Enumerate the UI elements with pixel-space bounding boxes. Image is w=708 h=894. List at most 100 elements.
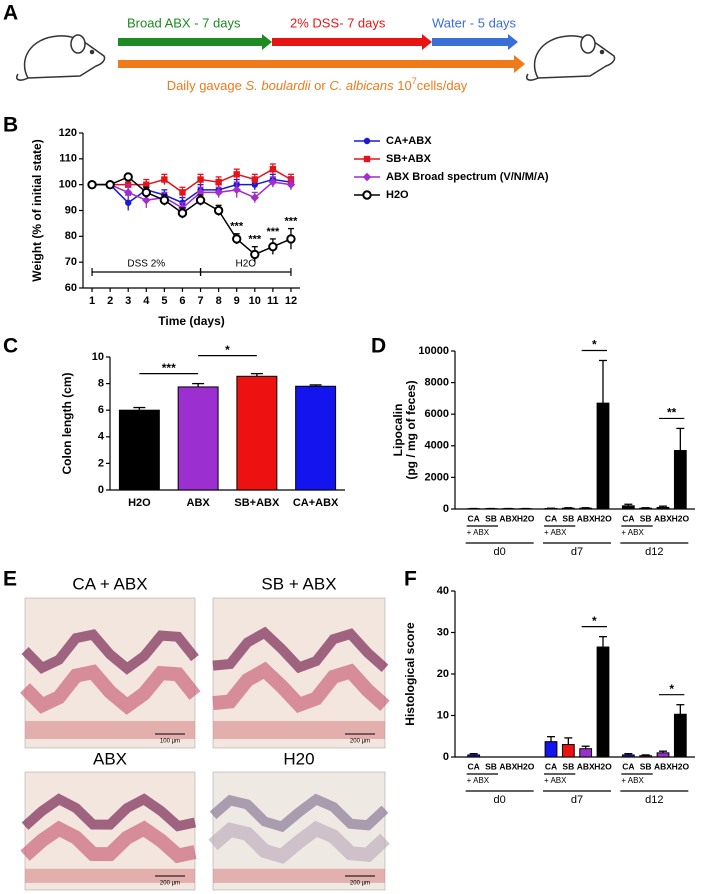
x-tick-label: SB	[485, 513, 497, 523]
bar	[639, 755, 653, 758]
x-tick-label: 1	[89, 295, 95, 307]
marker	[214, 188, 223, 197]
bar	[656, 506, 670, 510]
bar	[579, 748, 593, 758]
marker	[159, 195, 170, 205]
legend-swatch	[354, 155, 380, 163]
significance-label: **	[667, 406, 677, 420]
tissue	[21, 629, 199, 675]
tissue	[20, 664, 201, 715]
marker	[363, 137, 371, 145]
marker	[143, 181, 150, 188]
x-tick-label: 7	[197, 295, 203, 307]
x-tick-label: ABX	[187, 497, 211, 509]
legend-label: H2O	[386, 189, 409, 201]
legend-item: SB+ABX	[352, 153, 552, 165]
x-tick-label: ABX	[654, 761, 672, 771]
phase-label: Broad ABX - 7 days	[127, 15, 241, 30]
scale-label: 100 µm	[160, 739, 180, 745]
mouse-icon	[16, 34, 106, 81]
tissue	[212, 626, 389, 674]
bar	[596, 402, 610, 510]
x-axis-label: Time (days)	[158, 314, 224, 328]
legend-item: H2O	[352, 189, 552, 201]
y-tick-label: 8000	[425, 377, 449, 389]
marker	[269, 165, 277, 173]
histology-title: H20	[283, 749, 314, 768]
tissue-base	[213, 721, 385, 739]
marker	[215, 178, 222, 186]
legend-item: CA+ABX	[352, 135, 552, 147]
x-tick-label: CA	[622, 513, 634, 523]
y-tick-label: 6000	[425, 408, 449, 420]
x-tick-label: CA	[545, 761, 557, 771]
gavage-arrow	[118, 55, 525, 73]
marker	[232, 234, 242, 244]
group-label: d0	[494, 794, 506, 806]
period-label: H2O	[235, 259, 256, 270]
histology-title: SB + ABX	[261, 574, 336, 593]
x-tick-label: CA	[545, 513, 557, 523]
marker	[268, 177, 278, 187]
x-tick-label: CA	[468, 761, 480, 771]
marker	[197, 176, 204, 183]
group-sublabel: + ABX	[621, 776, 644, 785]
bar	[544, 741, 558, 758]
histology-image: 100 µm	[20, 597, 201, 749]
legend-label: CA+ABX	[386, 135, 432, 147]
phase-arrow	[432, 34, 518, 50]
tissue	[208, 820, 390, 864]
y-tick-label: 90	[65, 204, 77, 216]
group-sublabel: + ABX	[544, 528, 567, 537]
y-tick-label: 4	[98, 431, 105, 443]
marker	[142, 195, 151, 205]
annotation: ***	[266, 226, 280, 238]
mouse-icon	[526, 34, 616, 81]
group-sublabel: + ABX	[467, 776, 490, 785]
y-tick-label: 110	[59, 153, 77, 165]
marker	[123, 172, 133, 182]
y-tick-label: 80	[65, 230, 77, 242]
annotation: ***	[248, 234, 262, 246]
bar	[467, 754, 481, 758]
bar	[656, 752, 670, 758]
bar	[295, 385, 337, 491]
gavage-text: 7	[412, 76, 417, 86]
y-axis-label: Lipocalin	[391, 404, 405, 457]
panel-label: F	[404, 568, 417, 591]
y-tick-label: 2	[98, 457, 104, 469]
marker	[87, 179, 97, 190]
tissue	[20, 820, 197, 864]
gavage-label: Daily gavage S. boulardii or C. albicans…	[167, 76, 468, 93]
x-tick-label: ABX	[577, 513, 595, 523]
x-tick-label: H2O	[594, 761, 612, 771]
panel-label: E	[3, 568, 17, 591]
legend-swatch	[354, 190, 380, 200]
x-tick-label: ABX	[499, 761, 517, 771]
period-label: DSS 2%	[127, 259, 165, 270]
group-sublabel: + ABX	[621, 528, 644, 537]
marker	[177, 208, 188, 218]
x-tick-label: SB	[562, 761, 574, 771]
y-tick-label: 0	[443, 751, 449, 763]
x-tick-label: ABX	[577, 761, 595, 771]
bar	[177, 386, 219, 491]
x-tick-label: ABX	[499, 513, 517, 523]
x-tick-label: CA+ABX	[293, 497, 339, 509]
y-tick-label: 0	[443, 503, 449, 515]
group-label: d0	[494, 546, 506, 558]
marker	[268, 241, 278, 252]
tissue	[209, 793, 389, 833]
significance-label: *	[592, 614, 597, 628]
marker	[251, 176, 258, 183]
x-tick-label: 9	[234, 295, 240, 307]
scale-label: 200 µm	[160, 881, 180, 887]
y-tick-label: 40	[437, 585, 449, 597]
histology-image: 200 µm	[212, 597, 390, 749]
panel-label: B	[3, 114, 18, 137]
marker	[232, 185, 241, 195]
y-tick-label: 10000	[418, 345, 449, 357]
phase-label: 2% DSS- 7 days	[290, 15, 386, 30]
y-tick-label: 4000	[425, 440, 449, 452]
